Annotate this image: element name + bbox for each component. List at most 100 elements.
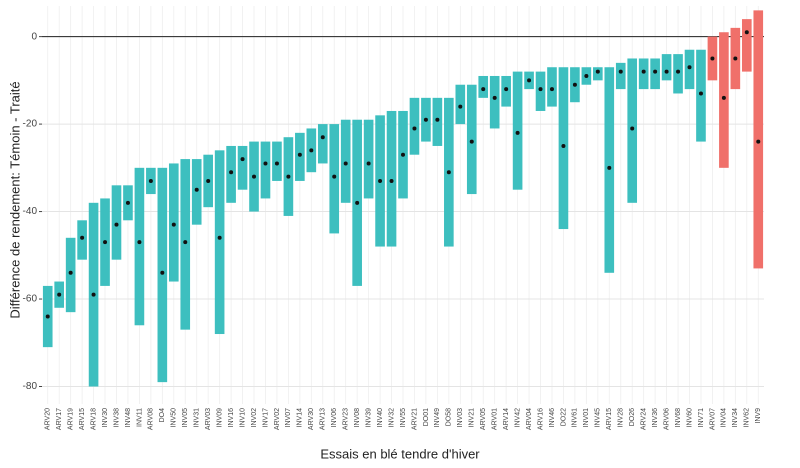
x-tick-label: INV21 [469, 408, 476, 428]
point-estimate [229, 170, 234, 175]
point-estimate [343, 161, 348, 166]
x-tick-label: ARV02 [274, 408, 281, 430]
range-bar [489, 75, 500, 129]
point-estimate [125, 200, 130, 205]
point-estimate [733, 56, 738, 61]
point-estimate [492, 95, 497, 100]
range-bar [77, 220, 87, 260]
point-estimate [103, 240, 108, 245]
point-estimate [664, 69, 669, 74]
range-bar [409, 97, 420, 155]
x-tick-label: INV07 [285, 408, 292, 428]
x-tick-label: ARV01 [492, 408, 499, 430]
point-estimate [561, 143, 566, 148]
point-estimate [320, 135, 325, 140]
point-estimate [137, 240, 142, 245]
point-estimate [607, 165, 612, 170]
point-estimate [446, 170, 451, 175]
point-estimate [263, 161, 268, 166]
point-estimate [756, 139, 761, 144]
range-bar [363, 119, 374, 199]
x-tick-label: INV46 [549, 408, 556, 428]
point-estimate [57, 292, 62, 297]
range-bar [340, 119, 351, 203]
point-estimate [45, 314, 50, 319]
point-estimate [469, 139, 474, 144]
point-estimate [630, 126, 635, 131]
x-tick-label: INV03 [457, 408, 464, 428]
point-estimate [687, 65, 692, 70]
x-tick-label: INV16 [228, 408, 235, 428]
point-estimate [114, 222, 119, 227]
x-tick-label: ARV23 [343, 408, 350, 430]
point-estimate [458, 104, 463, 109]
range-bar [157, 167, 168, 383]
range-bar [719, 32, 729, 168]
point-estimate [744, 30, 749, 35]
y-axis-label: Différence de rendement: Témoin - Traité [7, 81, 22, 318]
point-estimate [332, 174, 337, 179]
x-tick-label: INV45 [595, 408, 602, 428]
x-tick-label: INV40 [377, 408, 384, 428]
x-tick-label: INV30 [102, 408, 109, 428]
range-bar [134, 167, 145, 326]
x-tick-label: INV04 [721, 408, 728, 428]
y-tick-label: -40 [23, 206, 38, 217]
x-tick-label: ARV21 [411, 408, 418, 430]
point-estimate [286, 174, 291, 179]
x-tick-label: INV60 [686, 408, 693, 428]
range-bar [650, 58, 660, 90]
range-bar [512, 71, 523, 190]
range-bar [329, 124, 340, 234]
range-bar [753, 10, 764, 269]
x-axis-label: Essais en blé tendre d'hiver [320, 446, 480, 461]
range-bar [535, 71, 546, 111]
range-bar [741, 19, 752, 72]
range-bar [432, 97, 443, 146]
y-tick-label: -20 [23, 119, 38, 130]
x-tick-label: INV39 [365, 408, 372, 428]
x-tick-label: INV61 [572, 408, 579, 428]
x-tick-label: INV28 [618, 408, 625, 428]
point-estimate [572, 82, 577, 87]
range-bar [214, 150, 225, 335]
x-tick-label: ARV16 [537, 408, 544, 430]
x-tick-label: INV11 [136, 408, 143, 427]
range-bar [638, 58, 649, 90]
range-bar [317, 124, 328, 164]
x-tick-label: INV9 [755, 408, 762, 424]
point-estimate [412, 126, 417, 131]
x-tick-label: ARV15 [79, 408, 86, 430]
range-bar [226, 145, 236, 203]
point-estimate [91, 292, 96, 297]
point-estimate [721, 95, 726, 100]
point-estimate [194, 187, 199, 192]
range-bar [180, 159, 191, 330]
x-tick-label: ARV24 [641, 408, 648, 430]
x-tick-label: ARV03 [205, 408, 212, 430]
x-tick-label: INV48 [125, 408, 132, 428]
x-tick-label: DO22 [560, 408, 567, 426]
range-bar [295, 132, 305, 181]
point-estimate [538, 87, 543, 92]
range-bar [547, 67, 557, 107]
point-estimate [217, 235, 222, 240]
range-bar [466, 84, 477, 195]
point-estimate [80, 235, 85, 240]
x-tick-label: ARV19 [67, 408, 74, 430]
point-estimate [435, 117, 440, 122]
x-tick-label: INV17 [262, 408, 269, 428]
x-tick-label: INV10 [239, 408, 246, 428]
point-estimate [641, 69, 646, 74]
range-bar [501, 75, 511, 107]
range-bar [478, 75, 489, 98]
x-tick-label: DO01 [423, 408, 430, 426]
x-tick-label: ARV14 [503, 408, 510, 430]
x-tick-label: ARV08 [148, 408, 155, 430]
x-tick-label: ARV17 [56, 408, 63, 430]
point-estimate [297, 152, 302, 157]
y-tick-label: -60 [23, 294, 38, 305]
y-tick-label: -80 [23, 381, 38, 392]
x-tick-label: DO4 [159, 408, 166, 423]
point-estimate [148, 178, 153, 183]
